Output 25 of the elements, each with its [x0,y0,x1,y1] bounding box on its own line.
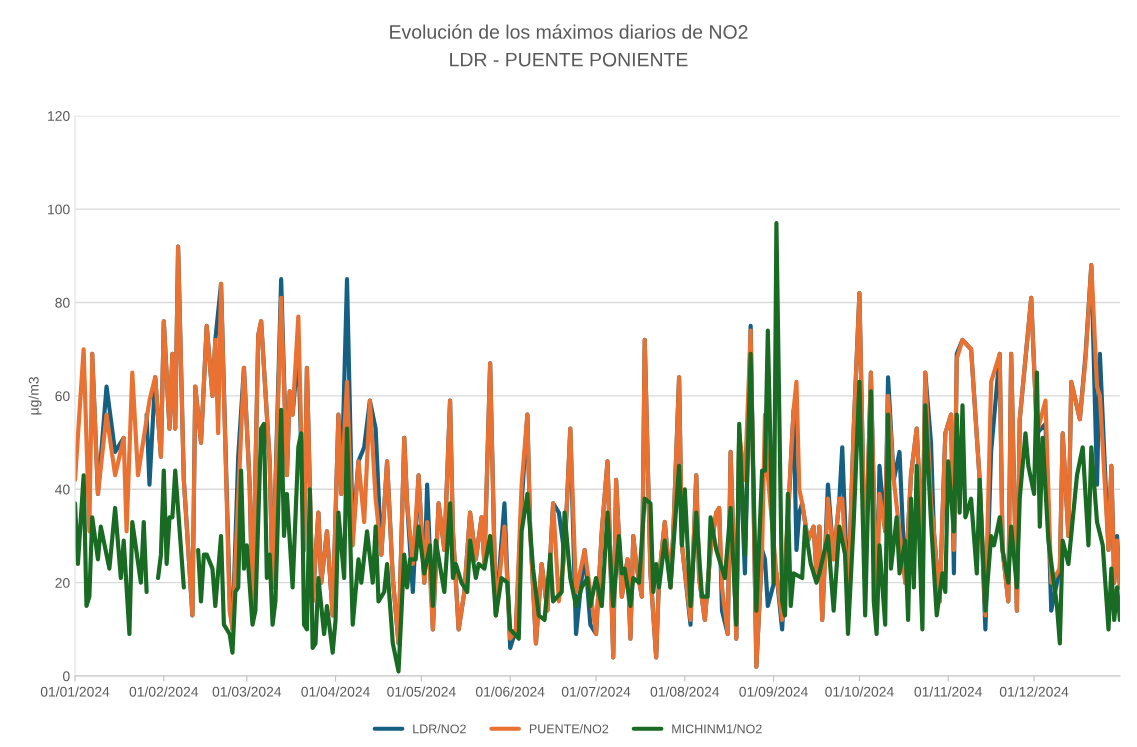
chart-title: Evolución de los máximos diarios de NO2 [390,24,748,39]
legend-label: MICHINM1/NO2 [672,724,762,734]
y-tick-label: 60 [55,391,70,402]
y-tick-label: 0 [63,671,70,682]
y-tick-label: 120 [48,111,70,121]
x-tick-label: 01/10/2024 [825,686,894,697]
x-tick-label: 01/08/2024 [650,686,720,697]
x-tick-label: 01/09/2024 [739,686,808,697]
y-tick-label: 80 [55,297,70,308]
x-tick-label: 01/05/2024 [387,686,456,697]
y-tick-label: 100 [48,204,70,215]
x-tick-label: 01/01/2024 [40,686,110,697]
x-tick-label: 01/02/2024 [129,686,199,697]
x-tick-label: 01/11/2024 [914,686,983,697]
x-tick-label: 01/12/2024 [999,686,1069,697]
chart-subtitle: LDR - PUENTE PONIENTE [450,52,688,67]
x-tick-label: 01/03/2024 [212,686,282,697]
legend-label: LDR/NO2 [413,724,466,734]
x-tick-label: 01/04/2024 [301,686,370,697]
y-tick-label: 20 [55,577,70,588]
legend-label: PUENTE/NO2 [529,724,609,734]
x-tick-label: 01/07/2024 [561,686,631,697]
y-tick-label: 40 [55,484,70,495]
y-axis-title: µg/m3 [28,377,42,415]
x-tick-label: 01/06/2024 [475,686,545,697]
